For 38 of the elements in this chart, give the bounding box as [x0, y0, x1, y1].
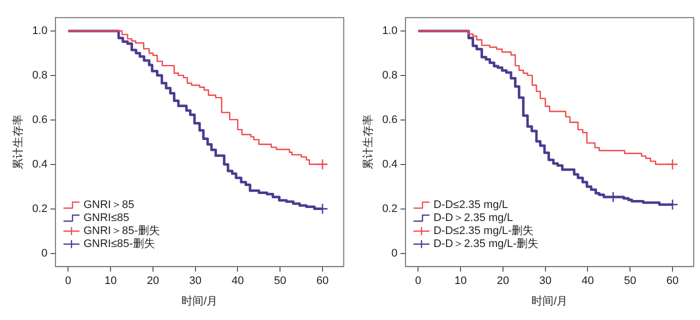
x-tick-label: 60: [666, 275, 679, 288]
y-tick-label: 1.0: [32, 24, 48, 37]
y-axis-title: 累计生存率: [12, 114, 25, 170]
y-tick-label: 0.2: [382, 202, 398, 215]
x-tick-label: 60: [316, 275, 329, 288]
legend-label: GNRI＞85-删失: [83, 224, 160, 238]
y-tick-label: 0.6: [32, 114, 48, 126]
x-tick-label: 50: [624, 275, 636, 288]
x-tick-label: 30: [189, 275, 202, 288]
y-tick-label: 0: [391, 247, 398, 260]
y-tick-label: 0: [41, 247, 48, 260]
x-tick-label: 30: [539, 275, 552, 288]
legend-label: D-D≤2.35 mg/L: [433, 199, 508, 212]
x-tick-label: 50: [274, 275, 286, 288]
x-tick-label: 0: [415, 275, 422, 288]
x-axis-title: 时间/月: [182, 294, 218, 308]
legend-label: GNRI≤85-删失: [83, 237, 155, 250]
y-tick-label: 0.6: [382, 114, 398, 126]
legend-label: D-D≤2.35 mg/L-删失: [433, 224, 534, 238]
y-tick-label: 0.4: [32, 158, 48, 170]
x-tick-label: 20: [146, 275, 160, 288]
x-axis-title: 时间/月: [532, 294, 568, 308]
legend-label: D-D＞2.35 mg/L-删失: [433, 237, 539, 250]
legend-label: GNRI＞85: [83, 199, 134, 212]
x-tick-label: 40: [582, 275, 594, 288]
x-tick-label: 0: [65, 275, 72, 288]
legend-label: GNRI≤85: [83, 212, 130, 224]
y-tick-label: 0.8: [382, 69, 398, 82]
legend-label: D-D＞2.35 mg/L: [433, 212, 513, 224]
x-tick-label: 10: [454, 275, 467, 288]
x-tick-label: 10: [104, 275, 117, 288]
y-tick-label: 0.2: [32, 202, 48, 215]
y-tick-label: 0.8: [32, 69, 48, 82]
y-tick-label: 0.4: [382, 158, 398, 170]
x-tick-label: 40: [232, 275, 244, 288]
y-axis-title: 累计生存率: [362, 114, 375, 170]
y-tick-label: 1.0: [382, 24, 398, 37]
x-tick-label: 20: [496, 275, 510, 288]
